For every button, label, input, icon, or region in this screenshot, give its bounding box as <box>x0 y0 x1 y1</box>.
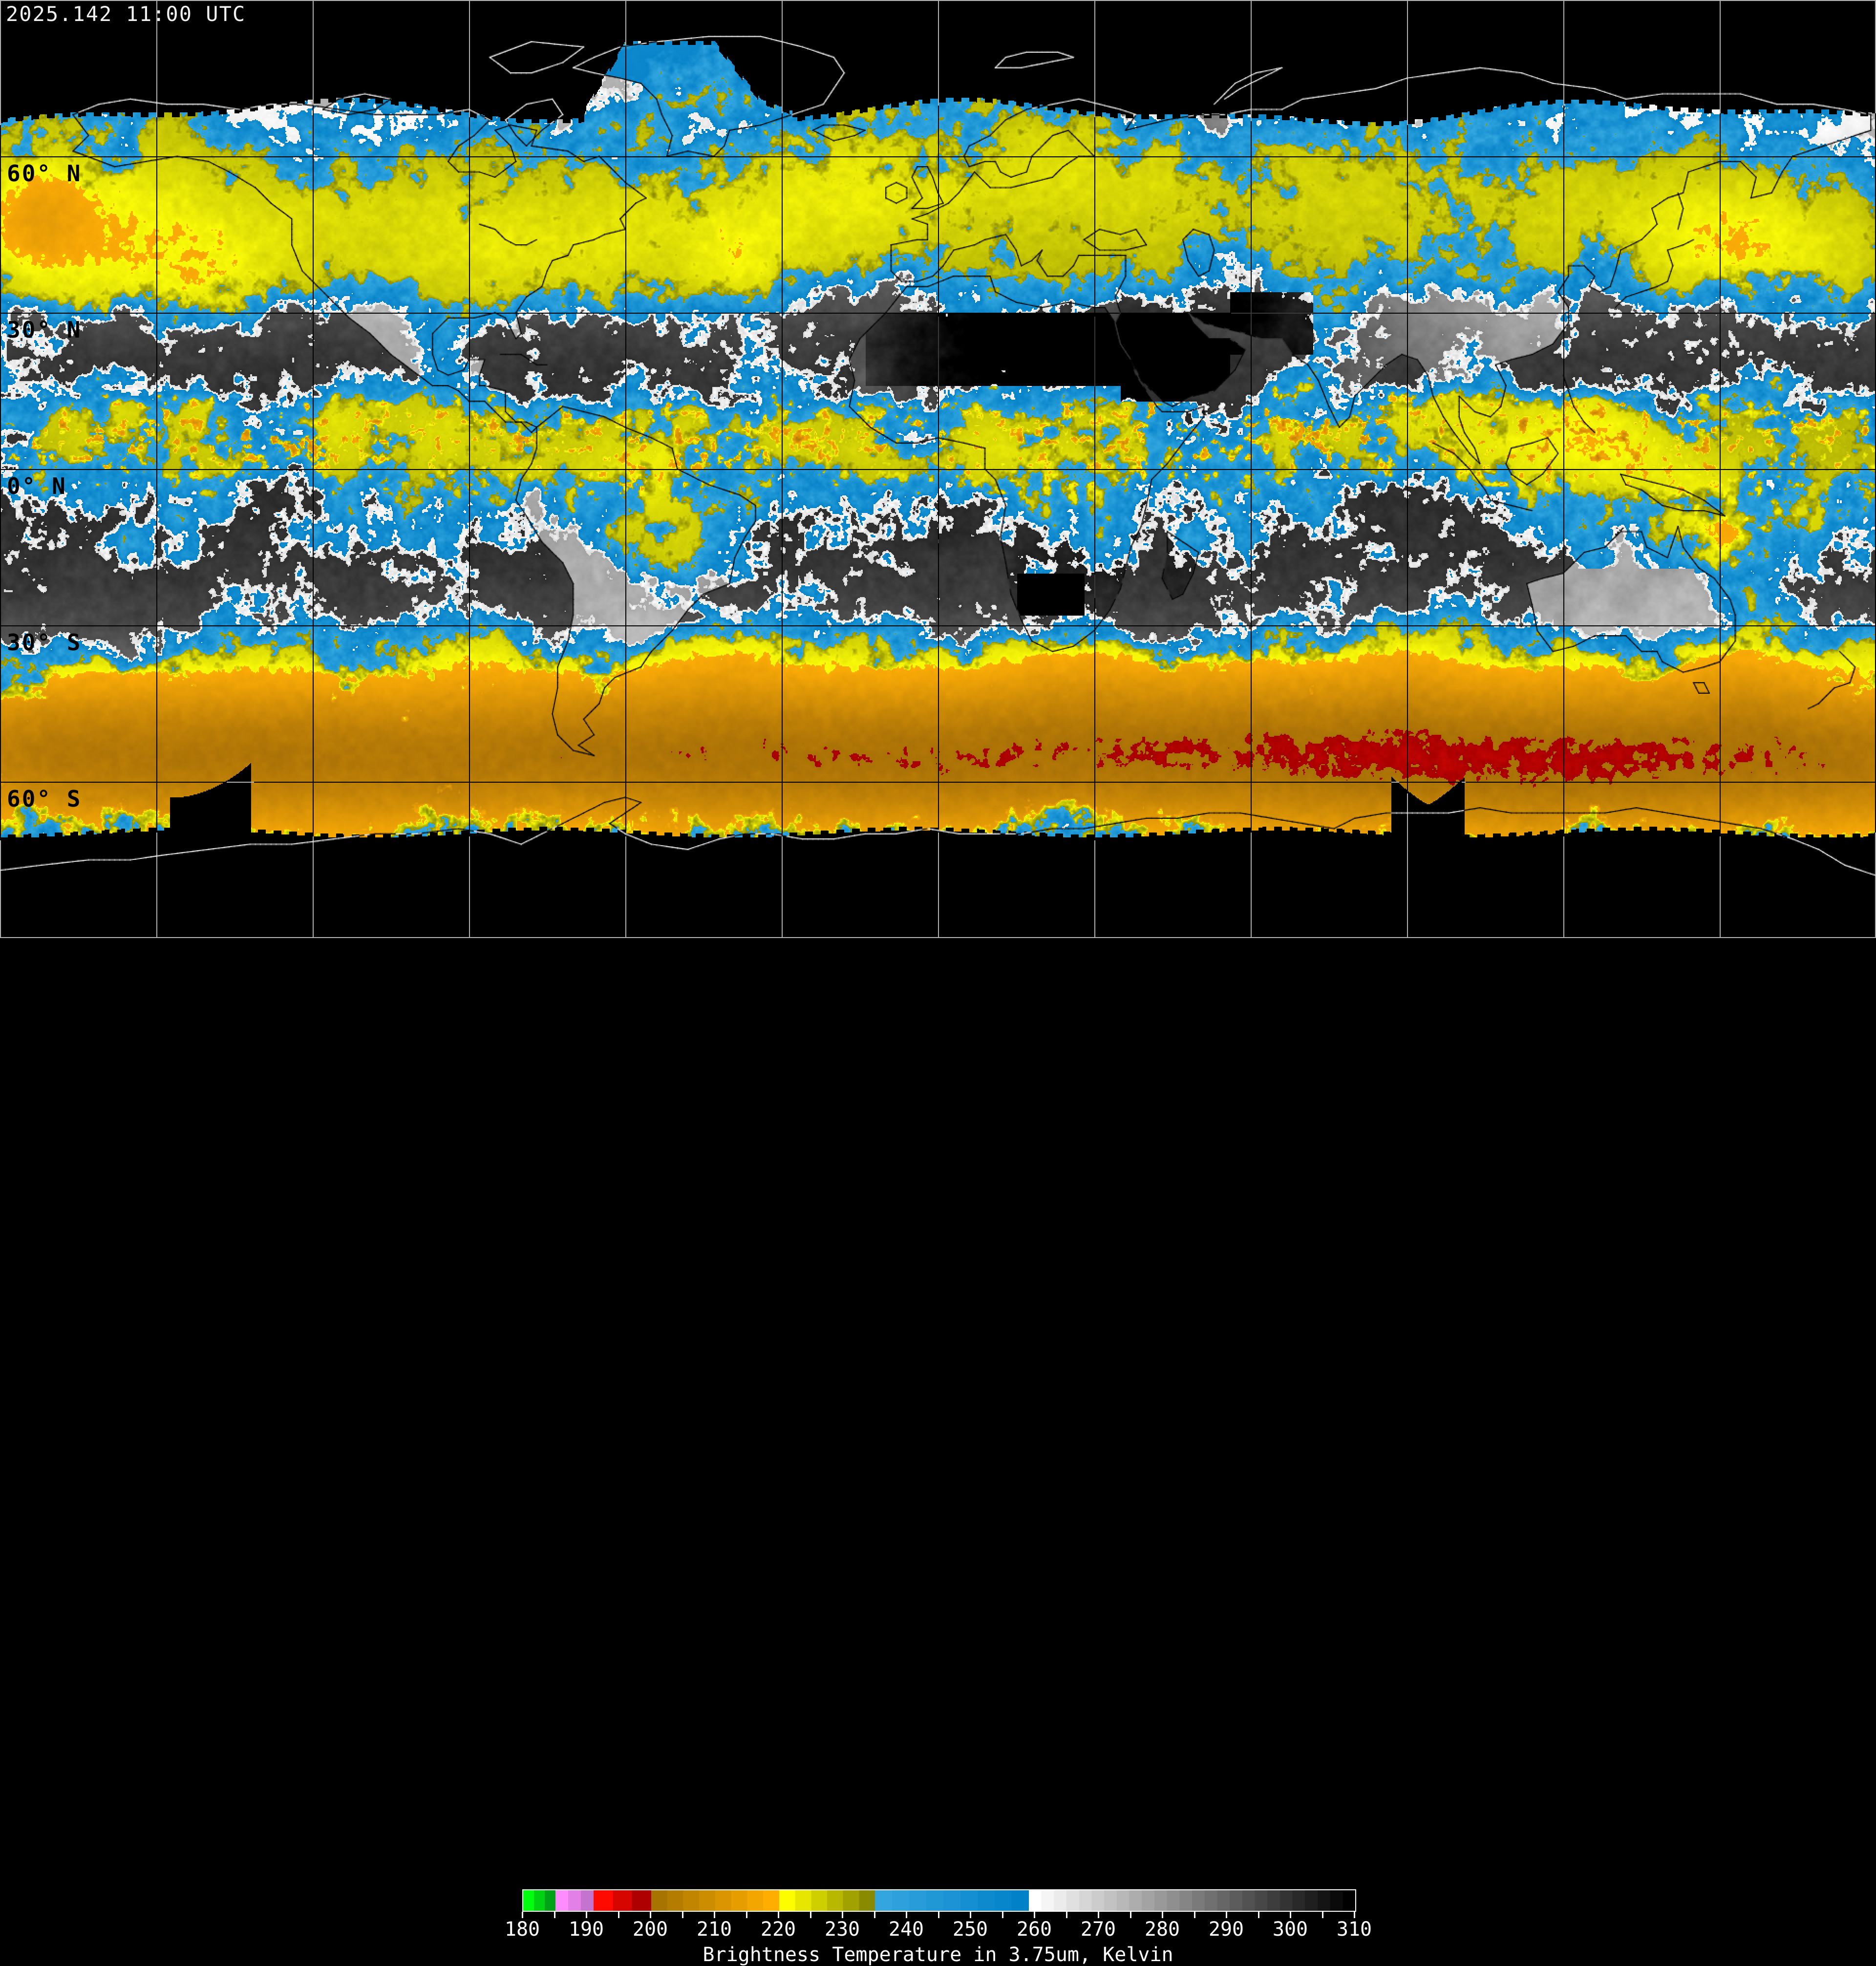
colorbar-segment <box>651 1890 779 1911</box>
colorbar-segment <box>523 1890 555 1911</box>
colorbar-tick <box>1130 1912 1131 1918</box>
timestamp: 2025.142 11:00 UTC <box>6 2 246 26</box>
lat-label: 60° N <box>7 160 82 187</box>
colorbar-tick <box>810 1912 811 1918</box>
colorbar-tick <box>1258 1912 1259 1918</box>
colorbar-tick <box>938 1912 939 1918</box>
colorbar-tick <box>586 1912 587 1918</box>
colorbar-segment <box>1028 1890 1355 1911</box>
colorbar-tick <box>1194 1912 1195 1918</box>
colorbar-tick <box>1162 1912 1163 1918</box>
colorbar-tick <box>682 1912 683 1918</box>
colorbar-tick <box>714 1912 715 1918</box>
colorbar-tick <box>906 1912 907 1918</box>
colorbar-segment <box>555 1890 594 1911</box>
colorbar-tick <box>522 1912 523 1918</box>
colorbar-scale <box>522 1889 1356 1912</box>
colorbar-tick <box>874 1912 875 1918</box>
colorbar-tick <box>554 1912 555 1918</box>
colorbar-tick <box>1098 1912 1099 1918</box>
colorbar-tick <box>1322 1912 1323 1918</box>
colorbar-tick <box>970 1912 971 1918</box>
colorbar-segment <box>779 1890 875 1911</box>
colorbar-segment <box>875 1890 1029 1911</box>
colorbar-tick <box>778 1912 779 1918</box>
satellite-map-canvas <box>0 0 1876 938</box>
colorbar-tick <box>842 1912 843 1918</box>
colorbar-tick <box>1226 1912 1227 1918</box>
colorbar-tick <box>1034 1912 1035 1918</box>
colorbar-tick <box>1290 1912 1291 1918</box>
colorbar-tick <box>1002 1912 1003 1918</box>
lat-label: 30° S <box>7 629 82 656</box>
colorbar-tick <box>618 1912 619 1918</box>
lat-label: 60° S <box>7 786 82 812</box>
colorbar-tick-label: 310 <box>1336 1918 1372 1941</box>
colorbar-tick <box>1354 1912 1355 1918</box>
colorbar: 180 190 200 210 220 230 240 250 260 270 280 290 300 3… <box>0 938 1876 1966</box>
colorbar-title: Brightness Temperature in 3.75um, Kelvin <box>703 1944 1173 1966</box>
colorbar-segment <box>594 1890 651 1911</box>
lat-label: 0° N <box>7 473 67 499</box>
colorbar-tick <box>746 1912 747 1918</box>
colorbar-tick <box>1066 1912 1067 1918</box>
lat-label: 30° N <box>7 317 82 343</box>
colorbar-tick <box>650 1912 651 1918</box>
